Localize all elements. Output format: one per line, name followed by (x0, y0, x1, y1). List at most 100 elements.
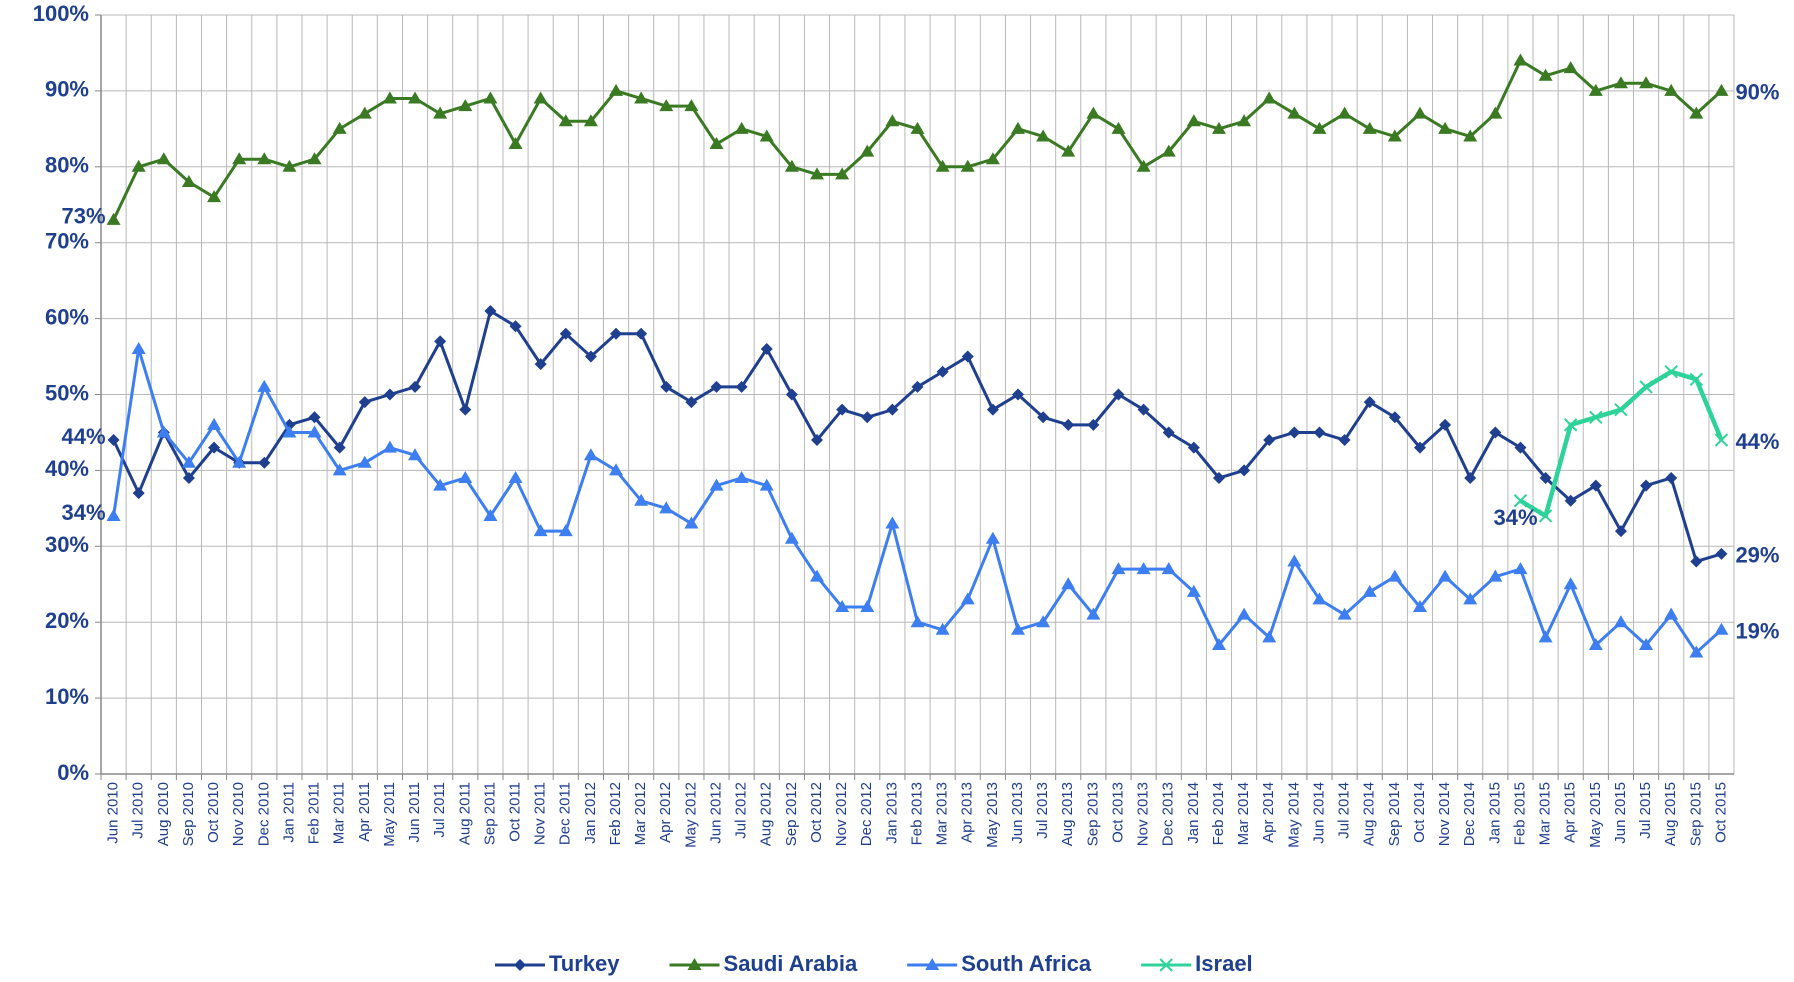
x-tick-label: Oct 2010 (205, 782, 222, 843)
marker (558, 114, 573, 127)
marker (1211, 121, 1226, 134)
marker (1689, 645, 1704, 658)
marker (759, 129, 774, 142)
marker (1463, 592, 1478, 605)
x-tick-label: Mar 2015 (1537, 782, 1554, 845)
marker (659, 99, 674, 112)
marker (1010, 121, 1025, 134)
marker (1438, 121, 1453, 134)
marker (936, 365, 949, 378)
x-tick-label: Jun 2012 (707, 782, 724, 844)
marker (1715, 547, 1728, 560)
marker (434, 335, 447, 348)
marker (1564, 494, 1577, 507)
marker (232, 455, 247, 468)
marker (760, 342, 773, 355)
marker (584, 350, 597, 363)
marker (107, 434, 120, 447)
marker (1337, 607, 1352, 620)
x-tick-label: Jun 2014 (1310, 782, 1327, 844)
x-tick-label: Apr 2013 (959, 782, 976, 843)
marker (1136, 159, 1151, 172)
x-tick-label: May 2012 (682, 782, 699, 848)
marker (1062, 418, 1075, 431)
marker (1338, 434, 1351, 447)
marker (1639, 76, 1654, 89)
marker (1287, 554, 1302, 567)
x-tick-label: Feb 2012 (607, 782, 624, 845)
marker (106, 508, 121, 521)
legend-label: South Africa (961, 951, 1092, 976)
series-line (112, 309, 1722, 563)
marker (156, 152, 171, 165)
x-tick-label: Oct 2014 (1411, 782, 1428, 843)
marker (1614, 402, 1628, 417)
marker (459, 403, 472, 416)
marker (861, 411, 874, 424)
x-tick-label: Nov 2010 (230, 782, 247, 846)
marker (1563, 418, 1578, 432)
marker (433, 106, 448, 119)
y-tick-label: 40% (45, 456, 89, 481)
x-tick-label: Aug 2015 (1662, 782, 1679, 846)
marker (835, 167, 850, 180)
y-tick-label: 80% (45, 153, 89, 178)
marker (408, 91, 423, 104)
y-tick-label: 0% (57, 760, 89, 785)
marker (1665, 471, 1678, 484)
x-tick-label: Oct 2015 (1712, 782, 1729, 843)
marker (509, 320, 522, 333)
marker (1639, 637, 1654, 650)
marker (1640, 479, 1653, 492)
marker (634, 91, 649, 104)
marker (810, 167, 825, 180)
marker (484, 305, 497, 318)
x-tick-label: Dec 2011 (557, 782, 574, 845)
marker (910, 121, 925, 134)
marker (1086, 607, 1101, 620)
x-tick-label: Sep 2014 (1386, 782, 1403, 846)
marker (1137, 403, 1150, 416)
x-tick-label: Oct 2013 (1109, 782, 1126, 843)
marker (382, 91, 397, 104)
x-tick-label: Feb 2013 (908, 782, 925, 845)
marker (1412, 600, 1427, 613)
y-tick-label: 70% (45, 229, 89, 254)
x-tick-label: Dec 2014 (1461, 782, 1478, 846)
marker (1513, 494, 1528, 508)
y-tick-label: 20% (45, 608, 89, 633)
marker (1387, 129, 1402, 142)
marker (181, 455, 196, 468)
marker (1613, 615, 1628, 628)
marker (960, 159, 975, 172)
marker (1162, 426, 1175, 439)
marker (1312, 121, 1327, 134)
marker (583, 114, 598, 127)
x-tick-label: Jun 2013 (1009, 782, 1026, 844)
x-tick-label: Nov 2013 (1135, 782, 1152, 846)
x-tick-label: Jul 2011 (431, 782, 448, 838)
marker (709, 137, 724, 150)
x-tick-label: Aug 2011 (456, 782, 473, 845)
x-tick-label: Mar 2011 (331, 782, 348, 844)
marker (357, 455, 372, 468)
marker (1388, 411, 1401, 424)
marker (1159, 958, 1173, 972)
marker (684, 516, 699, 529)
marker (156, 425, 171, 438)
marker (1111, 562, 1126, 575)
marker (1589, 479, 1602, 492)
marker (659, 501, 674, 514)
marker (986, 403, 999, 416)
marker (1513, 562, 1528, 575)
marker (1212, 471, 1225, 484)
marker (1538, 509, 1553, 523)
marker (131, 159, 146, 172)
marker (1613, 76, 1628, 89)
x-tick-label: Nov 2012 (833, 782, 850, 846)
marker (207, 417, 222, 430)
marker (131, 341, 146, 354)
marker (1563, 61, 1578, 74)
marker (885, 516, 900, 529)
